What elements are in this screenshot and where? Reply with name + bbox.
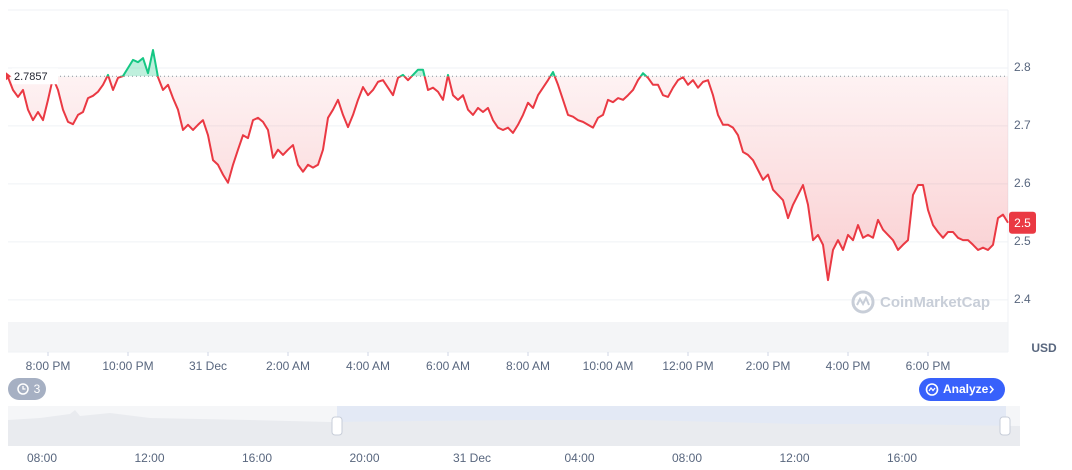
badge-bg[interactable]: [8, 378, 46, 400]
price-area-down: [8, 76, 1008, 281]
x-tick-label: 2:00 AM: [266, 359, 310, 373]
plot-layer: 2.4 2.5 2.6 2.7 2.8 8:00 PM 10:00 PM 31 Dec 2:00…: [6, 49, 1036, 373]
x-tick-label: 8:00 AM: [506, 359, 550, 373]
navigator-label: 12:00: [779, 451, 809, 465]
history-badge[interactable]: 3: [8, 378, 46, 400]
navigator-label: 16:00: [242, 451, 272, 465]
navigator-handle-right[interactable]: [999, 416, 1011, 436]
currency-label: USD: [1031, 341, 1057, 355]
price-line-down: [7, 76, 1009, 282]
volume-band: [8, 322, 1008, 352]
navigator-label: 08:00: [27, 451, 57, 465]
x-tick-label: 2:00 PM: [746, 359, 791, 373]
x-tick-label: 6:00 AM: [426, 359, 470, 373]
navigator-label: 04:00: [564, 451, 594, 465]
x-tick-label: 8:00 PM: [26, 359, 71, 373]
x-tick-label: 6:00 PM: [906, 359, 951, 373]
y-tick-label: 2.4: [1014, 292, 1031, 306]
y-tick-label: 2.8: [1014, 60, 1031, 74]
badge-count[interactable]: 3: [34, 382, 41, 396]
navigator-area: [8, 410, 1020, 446]
analyze-button[interactable]: Analyze: [919, 378, 1005, 401]
navigator: [8, 406, 1020, 446]
baseline-marker: [6, 72, 11, 81]
x-tick-label: 4:00 AM: [346, 359, 390, 373]
navigator-handle-left[interactable]: [331, 416, 343, 436]
analyze-label[interactable]: Analyze: [943, 382, 989, 396]
last-price-label: 2.5: [1014, 216, 1031, 230]
x-tick-label: 12:00 PM: [662, 359, 713, 373]
x-tick-label: 10:00 PM: [102, 359, 153, 373]
navigator-label: 08:00: [672, 451, 702, 465]
navigator-label: 12:00: [134, 451, 164, 465]
y-tick-label: 2.6: [1014, 176, 1031, 190]
navigator-label: 31 Dec: [453, 451, 491, 465]
watermark-text: CoinMarketCap: [880, 294, 990, 311]
baseline-label: 2.7857: [14, 71, 48, 83]
y-tick-label: 2.7: [1014, 118, 1031, 132]
y-tick-label: 2.5: [1014, 234, 1031, 248]
navigator-label: 20:00: [349, 451, 379, 465]
navigator-label: 16:00: [887, 451, 917, 465]
x-tick-label: 4:00 PM: [826, 359, 871, 373]
watermark: CoinMarketCap: [851, 290, 990, 314]
analyze-bg[interactable]: [919, 378, 1005, 401]
baseline-label-bg: [12, 68, 58, 85]
last-price-bg: [1009, 211, 1036, 234]
x-tick-label: 10:00 AM: [583, 359, 634, 373]
x-tick-label: 31 Dec: [189, 359, 227, 373]
